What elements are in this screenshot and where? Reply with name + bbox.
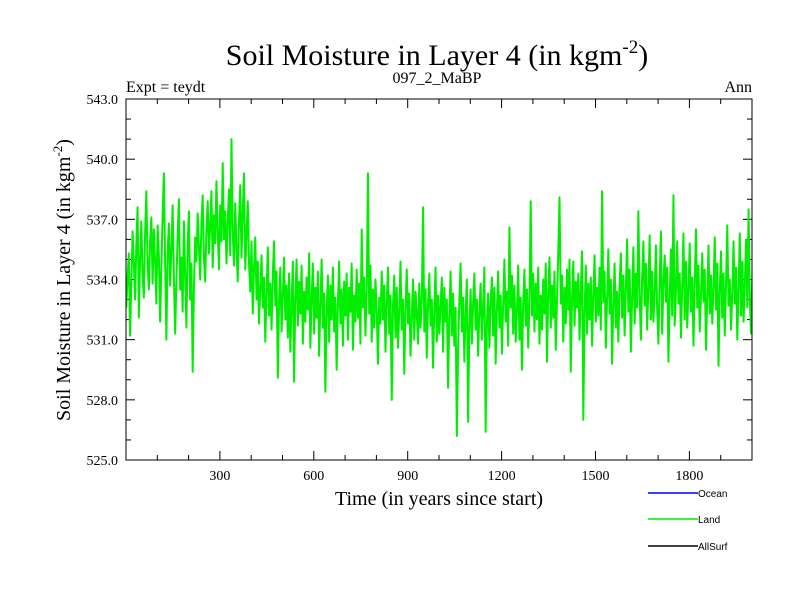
y-tick-label: 534.0 [87,274,119,289]
chart-title: Soil Moisture in Layer 4 (in kgm-2) [226,37,648,72]
y-tick-label: 537.0 [87,213,119,228]
y-tick-label: 528.0 [87,394,119,409]
series-line-land [126,138,752,437]
legend-label-land: Land [698,515,720,526]
x-tick-label: 1200 [488,469,516,484]
legend-label-ocean: Ocean [698,489,727,500]
x-tick-label: 600 [303,469,324,484]
x-tick-label: 1500 [582,469,610,484]
x-tick-labels: 300 600 900 1200 1500 1800 [209,469,703,484]
subtitle-center: 097_2_MaBP [393,70,482,87]
y-tick-label: 543.0 [87,93,119,108]
legend: Ocean Land AllSurf [648,489,728,553]
plot-frame [125,98,753,461]
subtitle-right: Ann [724,79,752,96]
y-tick-label: 531.0 [87,334,119,349]
x-tick-label: 900 [397,469,418,484]
axis-ticks [126,98,752,461]
x-axis-label: Time (in years since start) [335,488,543,510]
x-tick-label: 1800 [675,469,703,484]
y-tick-label: 540.0 [87,153,119,168]
y-tick-label: 525.0 [87,454,119,469]
legend-label-allsurf: AllSurf [698,542,728,553]
x-tick-label: 300 [209,469,230,484]
y-axis-label: Soil Moisture in Layer 4 (in kgm-2) [50,139,75,421]
y-tick-labels: 525.0 528.0 531.0 534.0 537.0 540.0 543.0 [87,93,119,469]
subtitle-left: Expt = teydt [126,79,206,96]
